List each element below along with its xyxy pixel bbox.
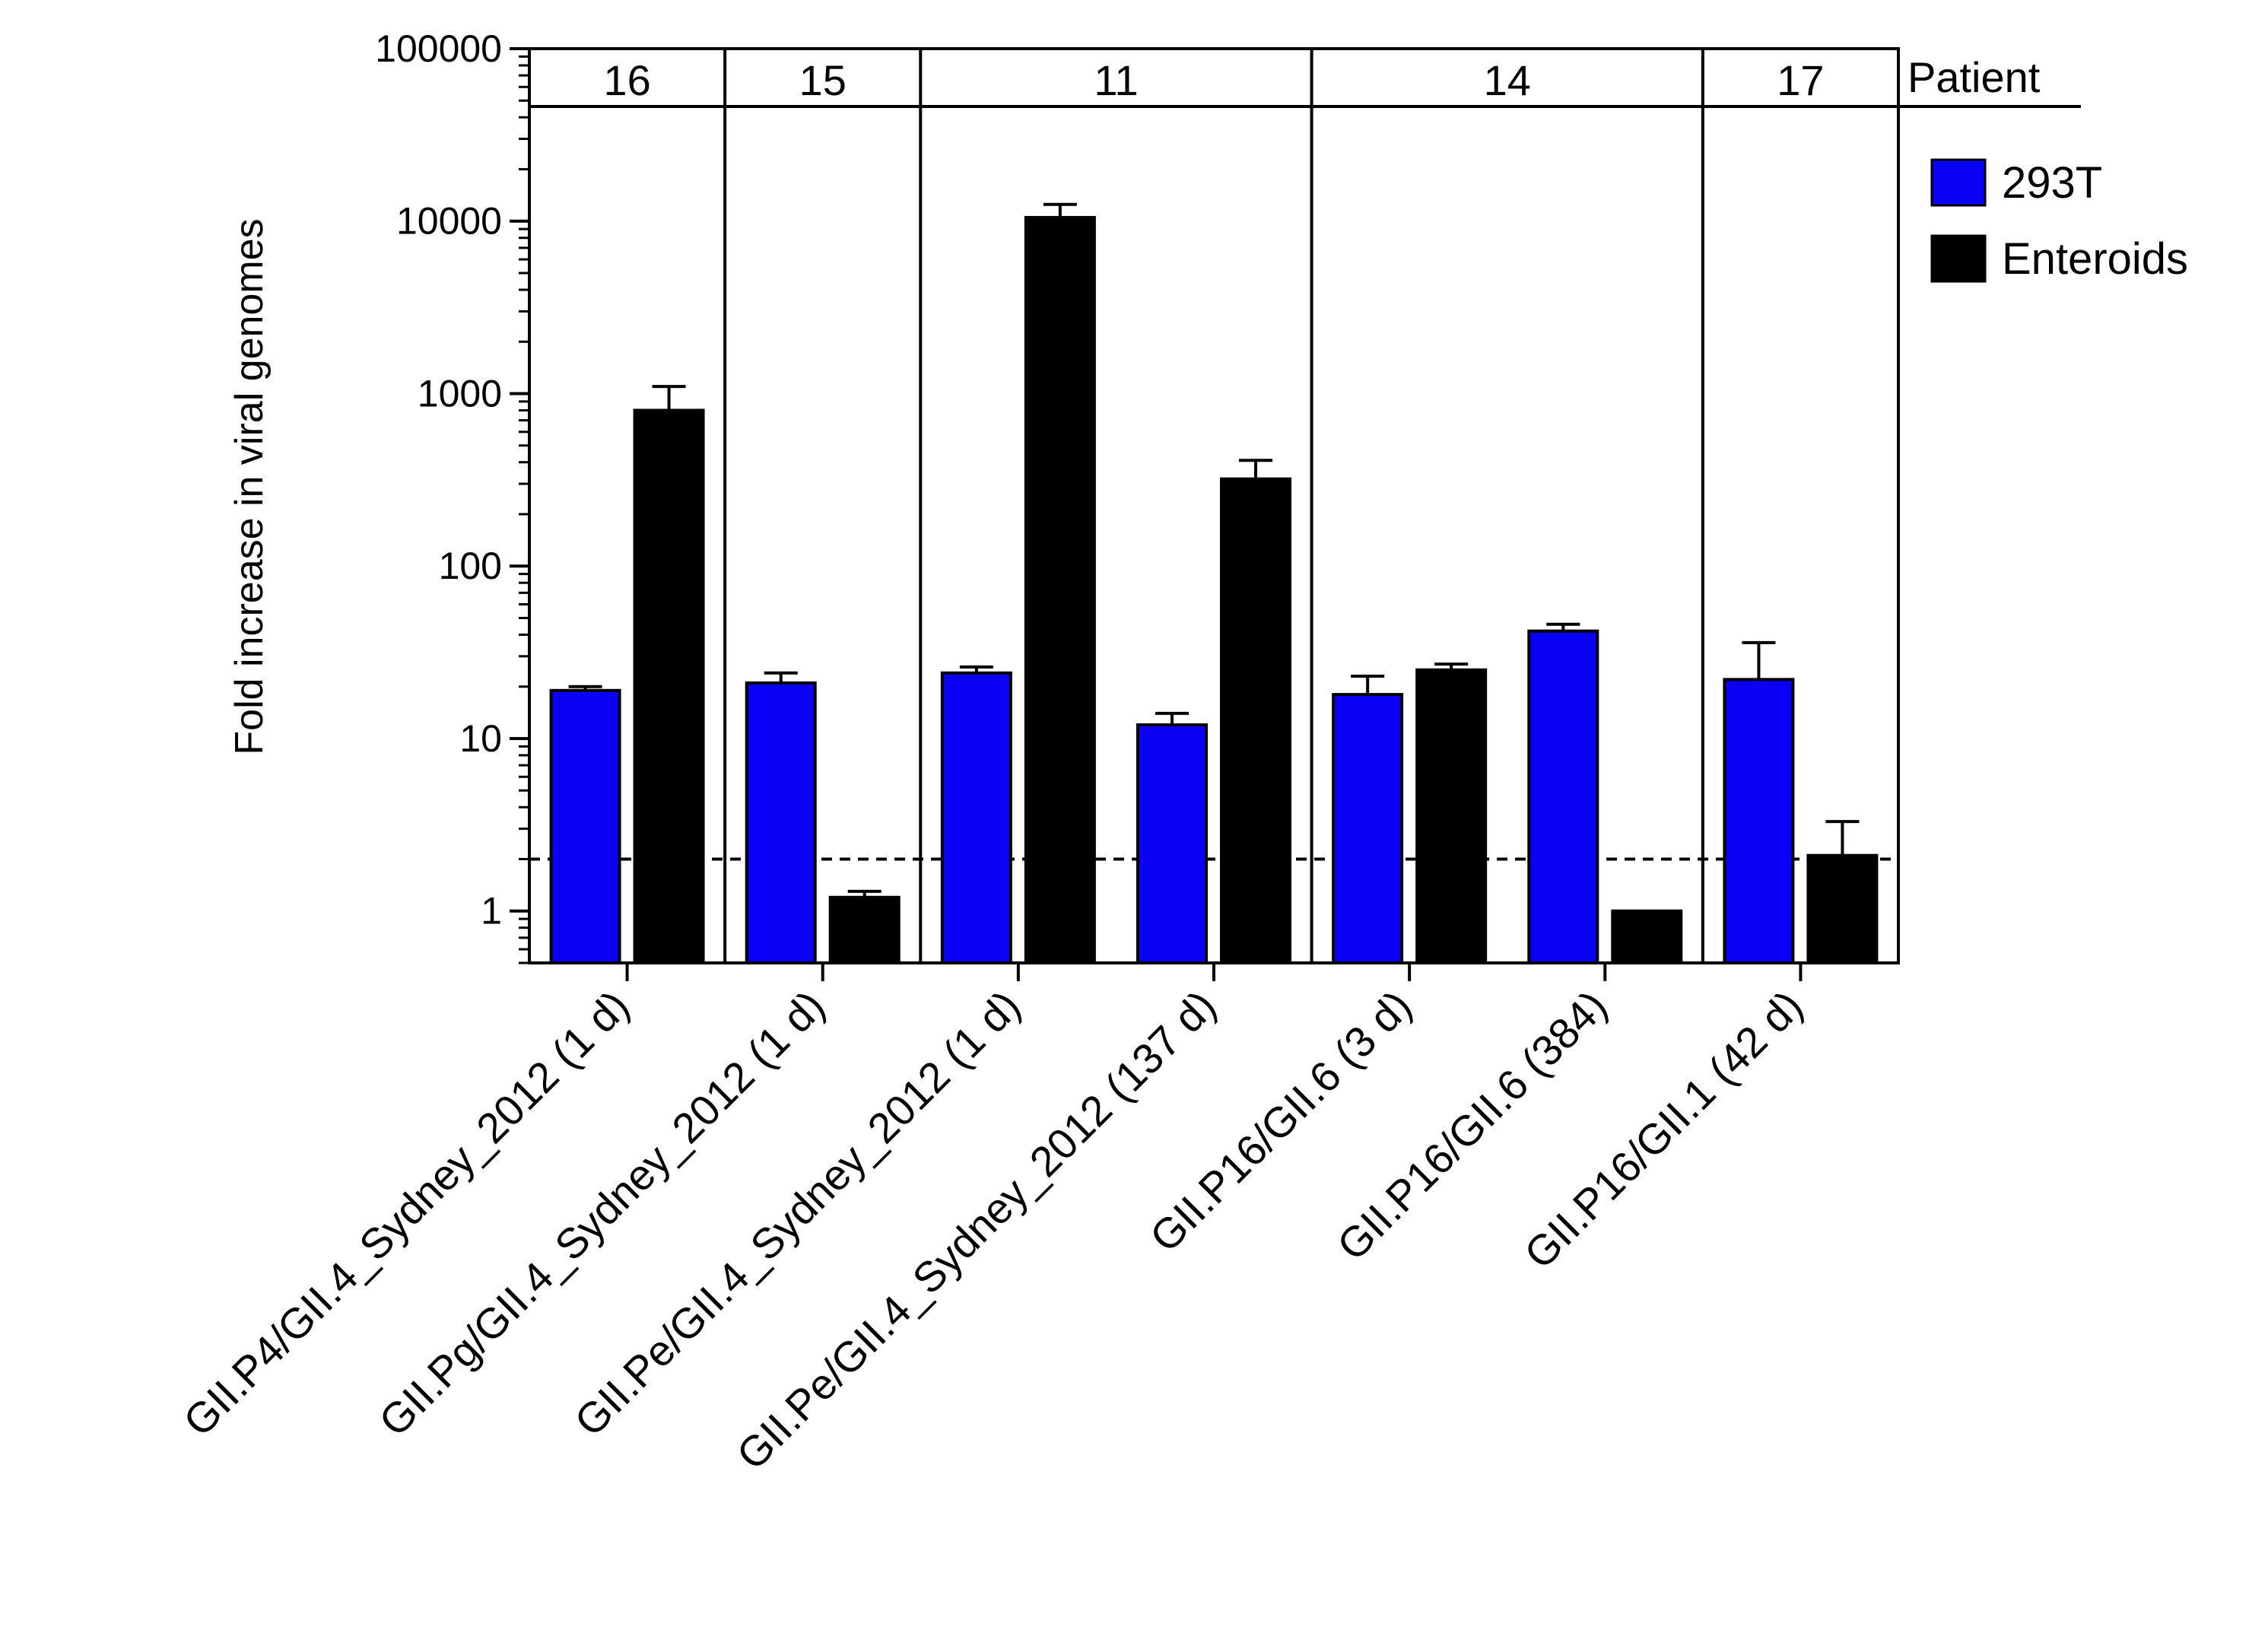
bar-293t-1 [745,681,817,964]
y-tick-label-1: 1 [481,890,502,933]
bar-enteroids-4 [1415,668,1488,964]
patient-group-label-11: 11 [1094,56,1138,104]
bar-293t-0 [549,688,621,964]
y-tick-label-100000: 100000 [375,27,502,70]
bar-enteroids-5 [1611,909,1683,965]
patient-group-label-17: 17 [1777,56,1824,104]
legend-label-enteroids: Enteroids [2002,234,2188,284]
patient-group-label-14: 14 [1484,56,1531,104]
bar-enteroids-2 [1024,215,1096,965]
legend-swatch-enteroids [1930,234,1987,283]
y-tick-label-100: 100 [439,545,502,587]
y-tick-label-10: 10 [459,717,502,760]
bar-293t-6 [1723,678,1795,964]
patient-header-label: Patient [1907,53,2041,101]
bar-293t-5 [1527,629,1599,964]
bar-enteroids-0 [633,408,705,964]
bar-enteroids-3 [1220,477,1291,964]
bar-enteroids-6 [1806,853,1879,964]
bar-293t-4 [1332,693,1404,964]
plot-frame [528,47,1900,964]
bars-layer [549,202,1879,965]
legend-label-293t: 293T [2002,158,2102,208]
patient-group-label-16: 16 [603,56,650,104]
bar-enteroids-1 [828,895,901,965]
y-tick-label-10000: 10000 [396,200,502,243]
bar-293t-2 [940,671,1012,964]
patient-group-label-15: 15 [799,56,847,104]
legend-swatch-293t [1930,158,1987,207]
y-tick-label-1000: 1000 [418,372,502,415]
bar-293t-3 [1136,723,1208,964]
y-axis-label: Fold increase in viral genomes [227,218,272,755]
